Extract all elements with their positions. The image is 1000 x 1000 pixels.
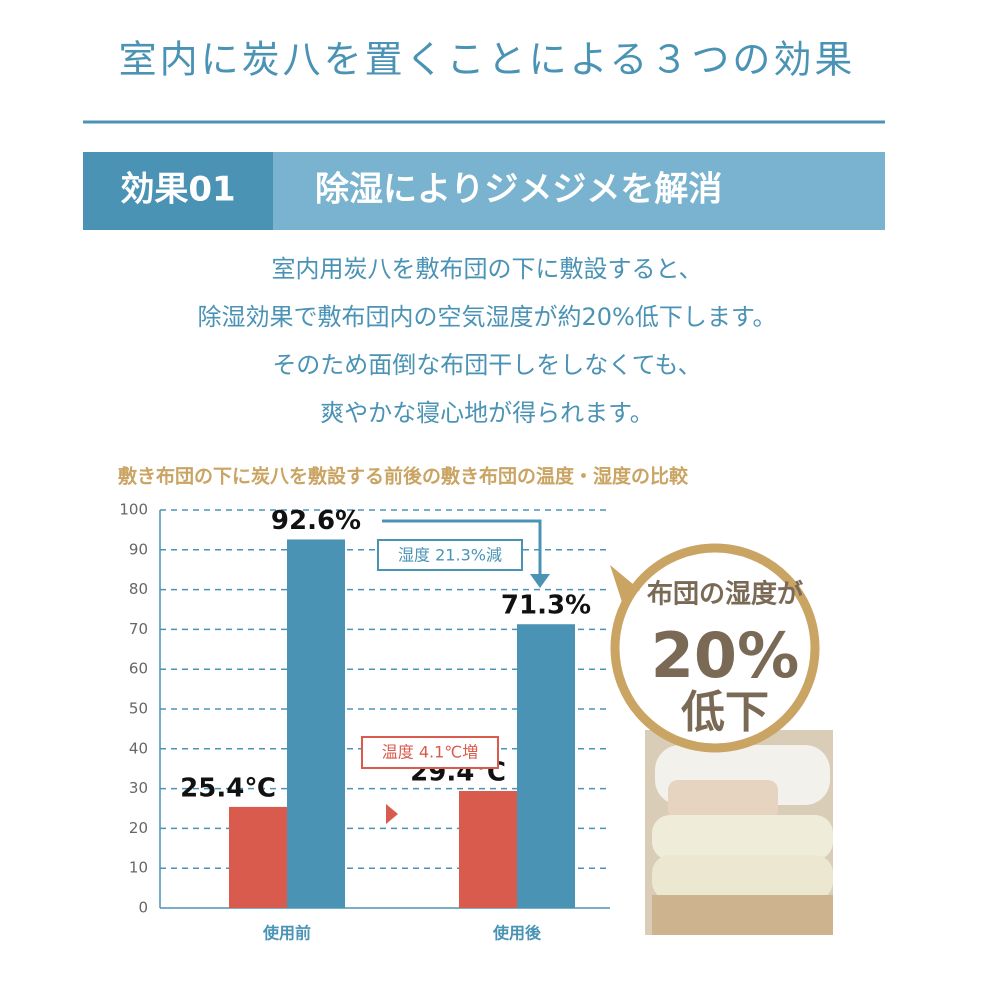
body-text: 室内用炭八を敷布団の下に敷設すると、除湿効果で敷布団内の空気湿度が約20%低下し… — [198, 255, 777, 427]
callout-text: 布団の湿度が — [647, 579, 803, 610]
bar — [459, 790, 517, 908]
bar — [517, 624, 575, 908]
heading: 除湿によりジメジメを解消 — [315, 170, 722, 210]
annotation: 温度 4.1℃増 — [382, 743, 479, 762]
x-tick-label: 使用前 — [262, 924, 311, 943]
y-tick-label: 50 — [129, 700, 148, 718]
y-tick-label: 70 — [129, 620, 148, 638]
y-tick-label: 60 — [129, 660, 148, 678]
bar — [287, 539, 345, 908]
arrow-head — [530, 574, 550, 588]
callout-text: 20% — [651, 619, 799, 692]
y-tick-label: 80 — [129, 580, 148, 598]
annotation-box — [377, 539, 523, 571]
y-tick-label: 30 — [129, 779, 148, 797]
y-tick-label: 10 — [129, 859, 148, 877]
cushion — [668, 780, 778, 820]
futon — [652, 855, 833, 900]
annotation-box — [361, 736, 499, 769]
badge-bg — [83, 152, 273, 230]
body-line: そのため面倒な布団干しをしなくても、 — [272, 351, 701, 379]
y-tick-label: 40 — [129, 739, 148, 757]
value-label: 71.3% — [501, 591, 591, 621]
chart-title: 敷き布団の下に炭八を敷設する前後の敷き布団の温度・湿度の比較 — [118, 465, 689, 488]
badge: 効果01 — [120, 170, 235, 210]
body-line: 室内用炭八を敷布団の下に敷設すると、 — [271, 255, 702, 283]
heading-bg — [273, 152, 885, 230]
y-tick-label: 100 — [119, 501, 148, 519]
y-tick-label: 90 — [129, 540, 148, 558]
futon — [652, 815, 833, 860]
y-tick-label: 0 — [138, 899, 148, 917]
arrow — [382, 519, 542, 578]
callout-circle — [610, 543, 820, 753]
x-tick-label: 使用後 — [492, 924, 542, 943]
board — [652, 895, 833, 935]
value-label: 25.4℃ — [180, 773, 276, 803]
annotation: 湿度 21.3%減 — [398, 546, 502, 565]
page-title: 室内に炭八を置くことによる３つの効果 — [119, 38, 856, 82]
marker — [386, 804, 398, 824]
bar — [229, 806, 287, 908]
y-tick-label: 20 — [129, 819, 148, 837]
callout-pointer — [610, 565, 640, 602]
body-line: 爽やかな寝心地が得られます。 — [320, 399, 654, 427]
body-line: 除湿効果で敷布団内の空気湿度が約20%低下します。 — [198, 303, 777, 331]
value-label: 92.6% — [271, 506, 361, 536]
chart: 0102030405060708090100使用前25.4℃92.6%使用後29… — [119, 501, 610, 943]
callout-text: 低下 — [681, 687, 769, 738]
photo — [645, 730, 833, 935]
